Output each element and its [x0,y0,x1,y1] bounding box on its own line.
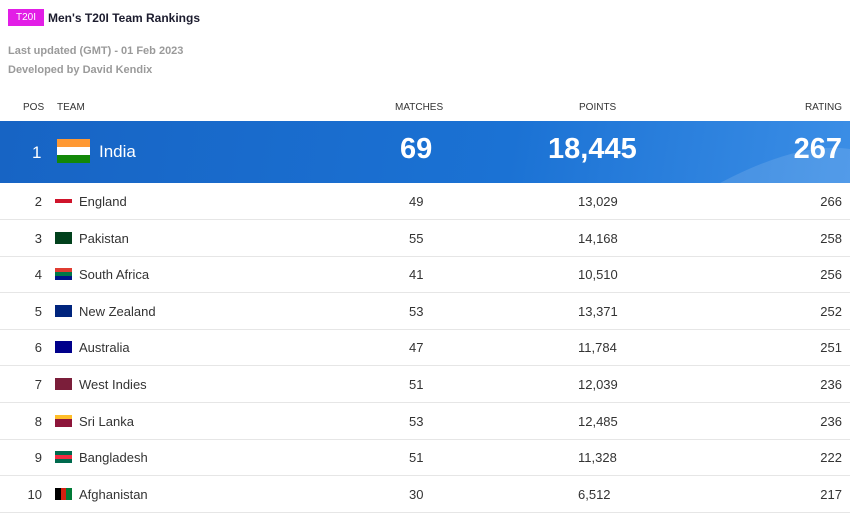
pos: 7 [34,377,42,392]
top-row: 1 India 69 18,445 267 [0,121,850,183]
pos: 6 [34,340,42,356]
flag [55,341,72,354]
matches: 30 [409,486,424,502]
col-header: POINTS [579,102,617,113]
team: Sri Lanka [79,413,134,429]
team: India [99,142,136,161]
points: 6,512 [578,486,611,502]
points: 18,445 [548,133,637,165]
decor [720,147,850,183]
pos: 1 [32,143,42,162]
table-row: 9 Bangladesh 51 11,328 222 [0,439,850,477]
points: 12,485 [578,413,618,429]
points: 10,510 [578,267,618,283]
matches: 53 [409,413,424,429]
developer: Developed by David Kendix [8,64,153,76]
rating: 267 [793,133,842,165]
team: New Zealand [79,303,156,319]
table-row: 7 West Indies 51 12,039 236 [0,366,850,403]
pos: 5 [34,303,42,319]
pos: 3 [34,230,42,246]
team: England [79,194,127,209]
team: West Indies [79,377,147,392]
rating: 266 [820,194,842,209]
rating: 217 [820,486,842,502]
matches: 41 [409,267,424,283]
col-header: RATING [804,102,842,113]
table-row: 6 Australia 47 11,784 251 [0,329,850,367]
flag [57,139,90,163]
team: Australia [79,340,130,356]
pos: 10 [27,486,42,502]
team: South Africa [79,267,150,283]
points: 11,328 [578,450,617,466]
rating: 252 [820,303,842,319]
flag [55,304,72,317]
last-updated: Last updated (GMT) - 01 Feb 2023 [8,45,184,57]
table-row: 8 Sri Lanka 53 12,485 236 [0,403,850,440]
team: Pakistan [79,230,129,246]
table-row: 10 Afghanistan 30 6,512 217 [0,476,850,513]
pos: 4 [34,267,42,283]
points: 11,784 [578,340,617,356]
table-row: 3 Pakistan 55 14,168 258 [0,220,850,257]
flag [55,195,72,207]
flag [55,231,72,244]
col-header: MATCHES [395,102,444,113]
matches: 51 [409,377,424,392]
points: 14,168 [578,230,618,246]
matches: 55 [409,230,424,246]
pos: 2 [34,194,42,209]
team: Afghanistan [79,486,148,502]
rating: 222 [820,450,842,466]
flag [55,451,72,464]
flag [55,378,72,390]
rating: 236 [820,413,842,429]
matches: 51 [409,450,424,466]
flag [55,487,72,500]
rating: 256 [820,267,842,283]
matches: 47 [409,340,424,356]
pos: 9 [34,450,42,466]
points: 13,371 [578,303,618,319]
pos: 8 [34,413,42,429]
matches: 69 [400,133,433,165]
table-row: 4 South Africa 41 10,510 256 [0,256,850,294]
col-header: TEAM [57,102,85,113]
matches: 53 [409,303,424,319]
points: 13,029 [578,194,618,209]
points: 12,039 [578,377,618,392]
flag [55,268,72,281]
rating: 251 [820,340,842,356]
flag [55,414,72,427]
table-row: 2 England 49 13,029 266 [0,183,850,220]
rating: 258 [820,230,842,246]
matches: 49 [409,194,424,209]
badge: T20I [8,9,44,26]
rating: 236 [820,377,842,392]
team: Bangladesh [79,450,148,466]
title: Men's T20I Team Rankings [48,11,201,25]
col-header: POS [23,102,45,113]
table-row: 5 New Zealand 53 13,371 252 [0,293,850,330]
